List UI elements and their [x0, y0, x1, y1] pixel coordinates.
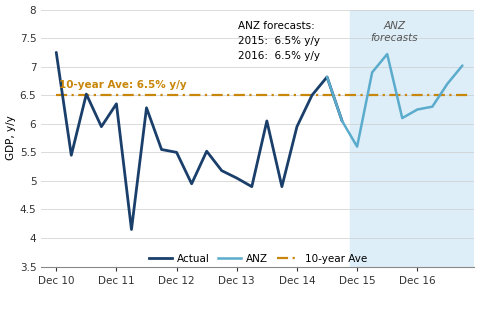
Legend: Actual, ANZ, 10-year Ave: Actual, ANZ, 10-year Ave: [149, 254, 367, 264]
Text: ANZ
forecasts: ANZ forecasts: [371, 21, 418, 43]
Text: ANZ forecasts:
2015:  6.5% y/y
2016:  6.5% y/y: ANZ forecasts: 2015: 6.5% y/y 2016: 6.5%…: [239, 21, 320, 61]
Text: 10-year Ave: 6.5% y/y: 10-year Ave: 6.5% y/y: [59, 80, 187, 90]
Y-axis label: GDP, y/y: GDP, y/y: [6, 116, 15, 160]
Bar: [349, 10, 480, 267]
